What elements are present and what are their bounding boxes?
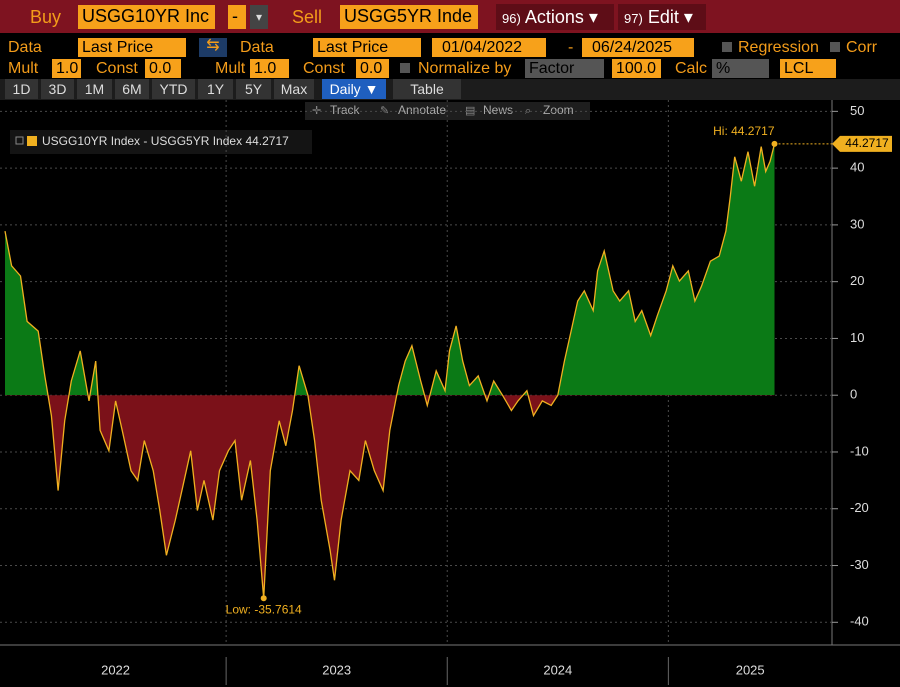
low-point [260, 595, 267, 602]
mult-input[interactable]: 1.0 [52, 59, 81, 78]
normalize-select[interactable]: Factor [525, 59, 604, 78]
legend-swatch [27, 136, 37, 146]
const-input[interactable]: 0.0 [145, 59, 181, 78]
x-tick-label: 2025 [736, 662, 765, 677]
settings-row-2: Mult 1.0 Const 0.0 Mult 1.0 Const 0.0 No… [0, 58, 900, 79]
order-bar: Buy USGG10YR Inc - ▾ Sell USGG5YR Inde 9… [0, 0, 900, 33]
y-tick-label: 30 [850, 216, 864, 231]
legend-expand[interactable] [15, 136, 24, 145]
calc-select[interactable]: % [712, 59, 769, 78]
line [4, 143, 776, 599]
tool-button[interactable]: Track [330, 103, 361, 117]
date-dash: - [568, 39, 574, 56]
tool-button[interactable]: News [483, 103, 513, 117]
end-date[interactable]: 06/24/2025 [582, 38, 694, 57]
y-tick-label: -20 [850, 500, 869, 515]
high-label: Hi: 44.2717 [713, 124, 775, 138]
period-button[interactable]: 1D [5, 79, 38, 99]
calc-label: Calc [675, 60, 708, 77]
y-tick-label: 10 [850, 330, 864, 345]
normalize-label: Normalize by [418, 60, 512, 77]
last-value-label: 44.2717 [845, 136, 889, 150]
y-tick-label: -10 [850, 443, 869, 458]
start-date[interactable]: 01/04/2022 [432, 38, 546, 57]
tool-icon: ✎ [380, 105, 389, 117]
legend-label: USGG10YR Index - USGG5YR Index 44.2717 [42, 134, 289, 148]
dropdown-icon[interactable]: ▾ [250, 5, 268, 29]
tool-icon: ⌕ [525, 105, 531, 117]
actions-button[interactable]: 96) Actions ▾ [496, 4, 614, 30]
legend [10, 130, 312, 154]
mult-input[interactable]: 1.0 [250, 59, 289, 78]
factor-input[interactable]: 100.0 [612, 59, 661, 78]
field-select[interactable]: Last Price [78, 38, 186, 57]
period-button[interactable]: Max [274, 79, 314, 99]
edit-button[interactable]: 97) Edit ▾ [618, 4, 706, 30]
x-tick-label: 2022 [101, 662, 130, 677]
y-tick-label: 20 [850, 273, 864, 288]
const-label: Const [96, 60, 138, 77]
checkbox[interactable] [830, 42, 840, 52]
regression-label: Regression [738, 39, 819, 56]
last-value-tag [832, 135, 892, 152]
checkbox[interactable] [722, 42, 732, 52]
mult-label: Mult [8, 60, 39, 77]
checkbox[interactable] [400, 63, 410, 73]
swap-icon[interactable]: ⇆ [199, 38, 227, 57]
y-tick-label: 0 [850, 387, 857, 402]
legend-series: USGG10YR Index - USGG5YR Index [42, 134, 242, 148]
legend-value: 44.2717 [245, 134, 289, 148]
y-tick-label: -30 [850, 557, 869, 572]
sell-ticker[interactable]: USGG5YR Inde [340, 5, 478, 29]
period-button[interactable]: 1M [77, 79, 112, 99]
low-label: Low: -35.7614 [226, 602, 302, 616]
edit-num: 97) [624, 11, 643, 26]
edit-text: Edit [647, 7, 679, 27]
buy-ticker[interactable]: USGG10YR Inc [78, 5, 215, 29]
lcl-select[interactable]: LCL [780, 59, 836, 78]
sell-label: Sell [292, 7, 323, 27]
corr-label: Corr [846, 39, 878, 56]
period-button[interactable]: 5Y [236, 79, 271, 99]
tool-button[interactable]: Zoom [543, 103, 574, 117]
settings-row-1: Data Last Price ⇆ Data Last Price 01/04/… [0, 36, 900, 58]
const-label: Const [303, 60, 345, 77]
frequency-button[interactable]: Daily ▼ [322, 79, 386, 99]
data-label: Data [240, 39, 274, 56]
x-tick-label: 2023 [322, 662, 351, 677]
mult-label: Mult [215, 60, 246, 77]
const-input[interactable]: 0.0 [356, 59, 389, 78]
period-bar: Daily ▼ Table 1D 3D 1M 6M YTD 1Y 5Y Max [0, 79, 900, 100]
tool-button[interactable]: Annotate [398, 103, 446, 117]
y-tick-label: 50 [850, 103, 864, 118]
actions-text: Actions [524, 7, 584, 27]
buy-label: Buy [30, 7, 62, 27]
x-tick-label: 2024 [543, 662, 572, 677]
operator[interactable]: - [228, 5, 246, 29]
y-tick-label: -40 [850, 614, 869, 629]
period-button[interactable]: 3D [41, 79, 74, 99]
chart: USGG10YR Index - USGG5YR Index 44.2717 ✛… [0, 100, 900, 685]
actions-num: 96) [502, 11, 521, 26]
period-button[interactable]: YTD [152, 79, 195, 99]
table-button[interactable]: Table [393, 79, 461, 99]
data-label: Data [8, 39, 42, 56]
period-button[interactable]: 6M [115, 79, 149, 99]
field-select[interactable]: Last Price [313, 38, 421, 57]
area [5, 143, 775, 599]
y-tick-label: 40 [850, 160, 864, 175]
period-button[interactable]: 1Y [198, 79, 233, 99]
